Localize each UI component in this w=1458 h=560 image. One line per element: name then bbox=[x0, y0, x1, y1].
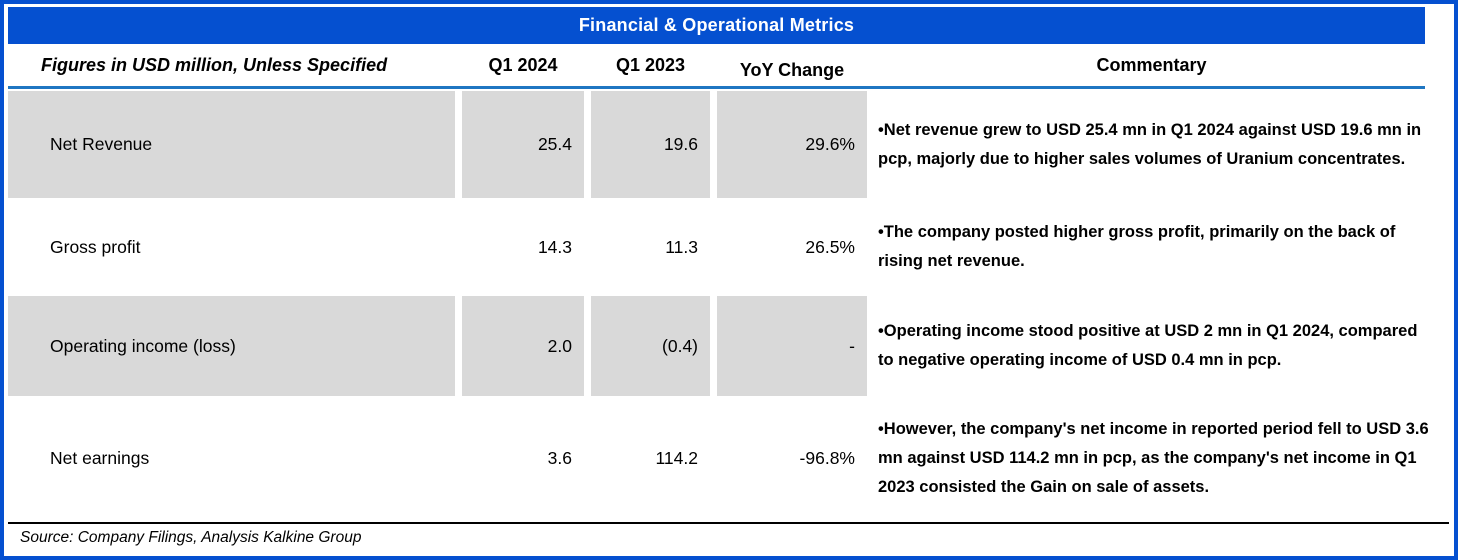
commentary-text: •Operating income stood positive at USD … bbox=[878, 322, 1418, 369]
commentary-text: •Net revenue grew to USD 25.4 mn in Q1 2… bbox=[878, 120, 1422, 168]
panel-title: Financial & Operational Metrics bbox=[578, 15, 855, 35]
q1-2023-value: 19.6 bbox=[591, 91, 710, 198]
footer-divider bbox=[8, 522, 1449, 524]
q1-2024-value: 14.3 bbox=[537, 236, 572, 257]
yoy-change-value: -96.8% bbox=[799, 448, 855, 468]
commentary-text: •The company posted higher gross profit,… bbox=[878, 223, 1396, 270]
commentary-text: •However, the company's net income in re… bbox=[878, 420, 1429, 496]
column-header-commentary: Commentary bbox=[1096, 54, 1207, 75]
header-underline bbox=[8, 86, 1425, 89]
column-header-yoy-change: YoY Change bbox=[739, 59, 845, 80]
q1-2023-value: 11.3 bbox=[665, 236, 698, 257]
table-row-net-earnings: Net earnings 3.6 114.2 -96.8% •However, … bbox=[8, 396, 1449, 521]
yoy-change-value: 26.5% bbox=[805, 236, 855, 257]
table-row-operating-income: Operating income (loss) 2.0 (0.4) - •Ope… bbox=[8, 296, 1449, 396]
table-body: Net Revenue 25.4 19.6 29.6% •Net revenue… bbox=[8, 91, 1449, 521]
metric-label: Net earnings bbox=[50, 448, 150, 468]
panel-title-bar: Financial & Operational Metrics bbox=[8, 7, 1425, 44]
q1-2024-value: 3.6 bbox=[547, 448, 572, 468]
column-header-q1-2024: Q1 2024 bbox=[488, 54, 558, 75]
source-note: Source: Company Filings, Analysis Kalkin… bbox=[8, 524, 1449, 551]
column-header-figures: Figures in USD million, Unless Specified bbox=[41, 54, 388, 75]
table-row-gross-profit: Gross profit 14.3 11.3 26.5% •The compan… bbox=[8, 198, 1449, 296]
source-note-text: Source: Company Filings, Analysis Kalkin… bbox=[20, 528, 362, 546]
yoy-change-value: 29.6% bbox=[717, 91, 867, 198]
metric-label: Net Revenue bbox=[8, 91, 455, 198]
table-header-row: Figures in USD million, Unless Specified… bbox=[8, 44, 1449, 86]
yoy-change-value: - bbox=[717, 296, 867, 396]
column-header-q1-2023: Q1 2023 bbox=[615, 54, 686, 75]
q1-2024-value: 2.0 bbox=[462, 296, 584, 396]
q1-2023-value: (0.4) bbox=[591, 296, 710, 396]
metric-label: Operating income (loss) bbox=[8, 296, 455, 396]
metric-label: Gross profit bbox=[50, 236, 141, 257]
table-row-net-revenue: Net Revenue 25.4 19.6 29.6% •Net revenue… bbox=[8, 91, 1449, 198]
q1-2023-value: 114.2 bbox=[655, 448, 699, 468]
q1-2024-value: 25.4 bbox=[462, 91, 584, 198]
